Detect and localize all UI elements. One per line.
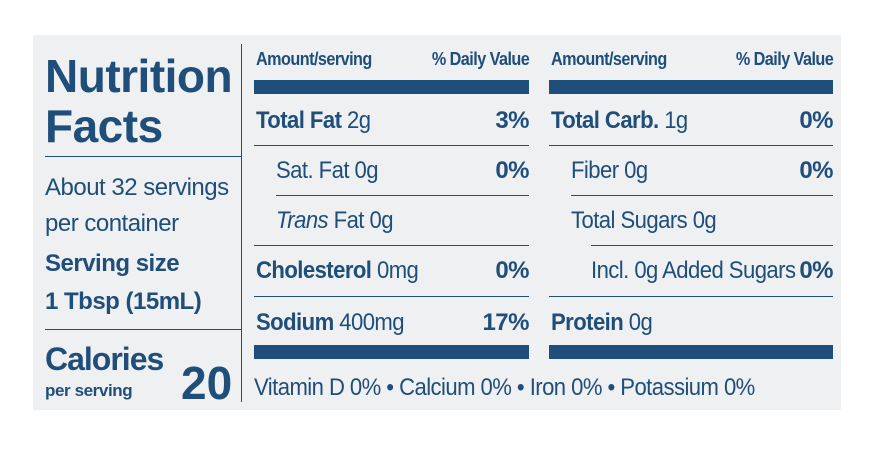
nutrient-sodium: Sodium 400mg [256,309,405,336]
nutrient-total-fat: Total Fat 2g [256,107,371,134]
row-divider [254,145,529,146]
row-divider [254,245,529,246]
nutrient-total-carb: Total Carb. 1g [551,107,688,134]
nutrient-fiber: Fiber 0g [571,157,648,184]
per-serving-label: per serving [45,381,133,400]
row-divider [276,195,529,196]
vertical-divider [241,44,242,402]
amount-header-left: Amount/serving [256,49,372,69]
row-divider [549,296,833,297]
title-line-2: Facts [45,100,163,152]
dv-sodium: 17% [482,309,529,336]
divider-left-1 [45,156,241,157]
dv-fiber: 0% [799,157,833,184]
thick-bar-bottom-left [254,345,529,359]
nutrient-trans-fat: Trans Fat 0g [276,207,393,234]
dv-total-fat: 3% [495,107,529,134]
calories-label: Calories [45,341,164,377]
dv-cholesterol: 0% [495,257,529,284]
dv-header-left: % Daily Value [431,49,530,69]
nutrient-sat-fat: Sat. Fat 0g [276,157,379,184]
dv-added-sugars: 0% [799,257,833,284]
servings-line-1: About 32 servings [45,174,229,201]
thick-bar-top-right [549,80,833,94]
thick-bar-bottom-right [549,345,833,359]
nutrient-protein: Protein 0g [551,309,653,336]
nutrient-total-sugars: Total Sugars 0g [571,207,717,234]
amount-header-right: Amount/serving [551,49,667,69]
title-line-1: Nutrition [45,50,233,102]
row-divider [254,296,529,297]
divider-left-2 [45,329,241,330]
thick-bar-top-left [254,80,529,94]
calories-value: 20 [181,357,233,409]
dv-total-carb: 0% [799,107,833,134]
row-divider [549,145,833,146]
serving-size-label: Serving size [45,250,180,277]
dv-header-right: % Daily Value [735,49,834,69]
row-divider [571,195,833,196]
row-divider [591,245,833,246]
nutrient-added-sugars: Incl. 0g Added Sugars [591,257,796,284]
servings-line-2: per container [45,210,179,237]
vitamins-line: Vitamin D 0% • Calcium 0% • Iron 0% • Po… [254,374,755,401]
nutrient-cholesterol: Cholesterol 0mg [256,257,419,284]
serving-size-value: 1 Tbsp (15mL) [45,288,202,315]
dv-sat-fat: 0% [495,157,529,184]
